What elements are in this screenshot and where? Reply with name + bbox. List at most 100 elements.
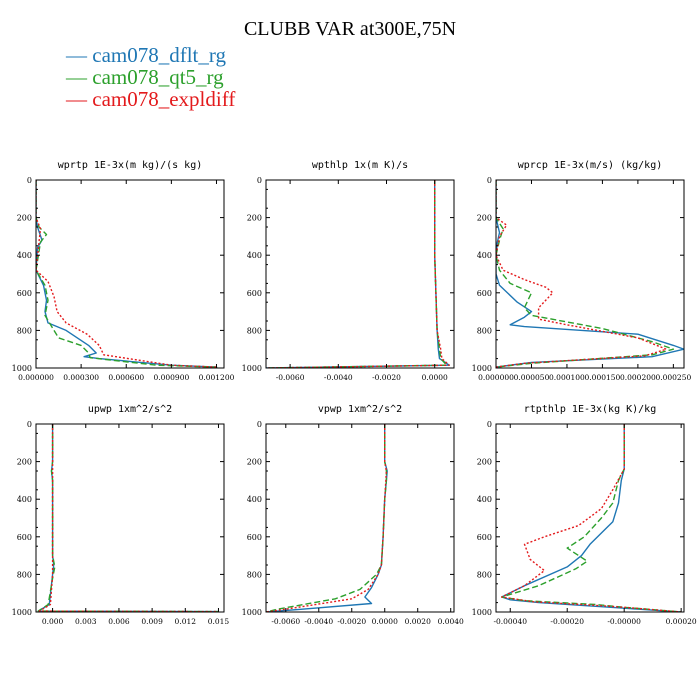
series-line-cam078_qt5_rg bbox=[501, 424, 682, 612]
series-line-cam078_expldiff bbox=[266, 424, 388, 612]
x-tick-label: 0.009 bbox=[141, 617, 163, 626]
legend-item-expldiff: — cam078_expldiff bbox=[66, 87, 236, 111]
series-line-cam078_qt5_rg bbox=[266, 180, 448, 368]
main-title: CLUBB VAR at300E,75N bbox=[243, 18, 457, 40]
x-tick-label: -0.0060 bbox=[276, 373, 305, 382]
y-tick-label: 600 bbox=[477, 533, 492, 542]
legend-item-dflt: — cam078_dflt_rg bbox=[66, 43, 227, 67]
x-tick-label: 0.012 bbox=[175, 617, 197, 626]
panel-2: wpthlp 1x(m K)/s 0 200 400 600 800 1000 -0.0060… bbox=[242, 160, 455, 382]
y-tick-label: 1000 bbox=[472, 608, 492, 617]
y-tick-label: 200 bbox=[477, 214, 492, 223]
y-tick-label: 200 bbox=[247, 458, 262, 467]
series-line-cam078_expldiff bbox=[38, 424, 219, 612]
y-tick-label: 200 bbox=[247, 214, 262, 223]
x-tick-label: 0.000200 bbox=[620, 373, 656, 382]
y-tick-label: 200 bbox=[17, 214, 32, 223]
panel-title: vpwp 1xm^2/s^2 bbox=[318, 404, 402, 415]
y-tick-label: 0 bbox=[487, 176, 492, 185]
y-tick-label: 1000 bbox=[242, 608, 262, 617]
x-tick-label: -0.00020 bbox=[550, 617, 584, 626]
series-line-cam078_dflt_rg bbox=[501, 424, 682, 612]
x-tick-label: 0.000000 bbox=[478, 373, 514, 382]
series-line-cam078_qt5_rg bbox=[266, 424, 388, 612]
plot-frame bbox=[35, 179, 225, 369]
y-tick-label: 0 bbox=[27, 420, 32, 429]
y-tick-label: 400 bbox=[477, 495, 492, 504]
y-tick-label: 600 bbox=[17, 289, 32, 298]
x-tick-label: 0.00020 bbox=[666, 617, 697, 626]
panel-6: rtpthlp 1E-3x(kg K)/kg02004006008001000-… bbox=[472, 404, 697, 626]
x-tick-label: 0.001200 bbox=[199, 373, 235, 382]
y-tick-label: 400 bbox=[477, 251, 492, 260]
x-tick-label: -0.00000 bbox=[607, 617, 641, 626]
panel-title: rtpthlp 1E-3x(kg K)/kg bbox=[524, 404, 656, 415]
plot-frame bbox=[495, 179, 685, 369]
y-tick-label: 1000 bbox=[242, 364, 262, 373]
series-line-cam078_expldiff bbox=[501, 424, 682, 612]
series-line-cam078_qt5_rg bbox=[496, 180, 675, 368]
x-tick-label: 0.000300 bbox=[63, 373, 99, 382]
x-tick-label: 0.000250 bbox=[655, 373, 691, 382]
y-tick-label: 800 bbox=[17, 326, 32, 335]
x-tick-label: -0.0040 bbox=[304, 617, 333, 626]
legend: — cam078_dflt_rg — cam078_qt5_rg — cam07… bbox=[66, 44, 235, 110]
panel-title: upwp 1xm^2/s^2 bbox=[88, 404, 172, 415]
x-tick-label: 0.003 bbox=[75, 617, 97, 626]
series-line-cam078_dflt_rg bbox=[266, 180, 450, 368]
y-tick-label: 200 bbox=[17, 458, 32, 467]
series-line-cam078_qt5_rg bbox=[36, 180, 218, 368]
x-tick-label: -0.00040 bbox=[493, 617, 527, 626]
y-tick-label: 800 bbox=[247, 326, 262, 335]
panel-title: wpthlp 1x(m K)/s bbox=[312, 160, 408, 171]
x-tick-label: 0.000000 bbox=[18, 373, 54, 382]
y-tick-label: 1000 bbox=[12, 608, 32, 617]
y-tick-label: 600 bbox=[477, 289, 492, 298]
y-tick-label: 1000 bbox=[12, 364, 32, 373]
panel-3: wprcp 1E-3x(m/s) (kg/kg) 0 200 400 600 800 100… bbox=[472, 160, 692, 382]
x-tick-label: 0.000600 bbox=[108, 373, 144, 382]
y-tick-label: 0 bbox=[487, 420, 492, 429]
panel-1: wprtp 1E-3x(m kg)/(s kg) 0 200 400 600 800 100… bbox=[12, 160, 235, 382]
x-tick-label: 0.000100 bbox=[549, 373, 585, 382]
panel-4: upwp 1xm^2/s^2 0 200 400 600 800 1000 0.000 0.00… bbox=[12, 404, 230, 626]
y-tick-label: 600 bbox=[247, 289, 262, 298]
y-tick-label: 800 bbox=[17, 570, 32, 579]
x-tick-label: 0.0020 bbox=[405, 617, 431, 626]
x-tick-label: -0.0020 bbox=[337, 617, 366, 626]
x-tick-label: 0.000 bbox=[42, 617, 64, 626]
series-line-cam078_dflt_rg bbox=[496, 180, 684, 368]
series-line-cam078_expldiff bbox=[496, 180, 667, 368]
y-tick-label: 600 bbox=[247, 533, 262, 542]
series-line-cam078_qt5_rg bbox=[37, 424, 219, 612]
x-tick-label: 0.000150 bbox=[585, 373, 621, 382]
y-tick-label: 0 bbox=[257, 176, 262, 185]
y-tick-label: 1000 bbox=[472, 364, 492, 373]
x-tick-label: 0.015 bbox=[208, 617, 230, 626]
y-tick-label: 200 bbox=[477, 458, 492, 467]
plot-frame bbox=[495, 423, 685, 613]
x-tick-label: 0.000900 bbox=[153, 373, 189, 382]
x-tick-label: -0.0060 bbox=[271, 617, 300, 626]
title-area: CLUBB VAR at300E,75N bbox=[0, 18, 700, 41]
x-tick-label: -0.0040 bbox=[324, 373, 353, 382]
panel-title: wprcp 1E-3x(m/s) (kg/kg) bbox=[518, 160, 663, 171]
panel-5: vpwp 1xm^2/s^2 0 200 400 600 800 1000 -0.0060 -0… bbox=[242, 404, 464, 626]
x-tick-label: 0.000050 bbox=[514, 373, 550, 382]
y-tick-label: 400 bbox=[247, 495, 262, 504]
y-tick-label: 800 bbox=[477, 570, 492, 579]
x-tick-label: -0.0020 bbox=[372, 373, 401, 382]
y-tick-label: 0 bbox=[257, 420, 262, 429]
x-tick-label: 0.006 bbox=[108, 617, 130, 626]
legend-item-qt5: — cam078_qt5_rg bbox=[66, 65, 224, 89]
y-tick-label: 600 bbox=[17, 533, 32, 542]
y-tick-label: 800 bbox=[247, 570, 262, 579]
y-tick-label: 0 bbox=[27, 176, 32, 185]
plot-frame bbox=[35, 423, 225, 613]
y-tick-label: 400 bbox=[247, 251, 262, 260]
y-tick-label: 400 bbox=[17, 495, 32, 504]
y-tick-label: 800 bbox=[477, 326, 492, 335]
x-tick-label: 0.0000 bbox=[372, 617, 398, 626]
x-tick-label: 0.0040 bbox=[438, 617, 464, 626]
